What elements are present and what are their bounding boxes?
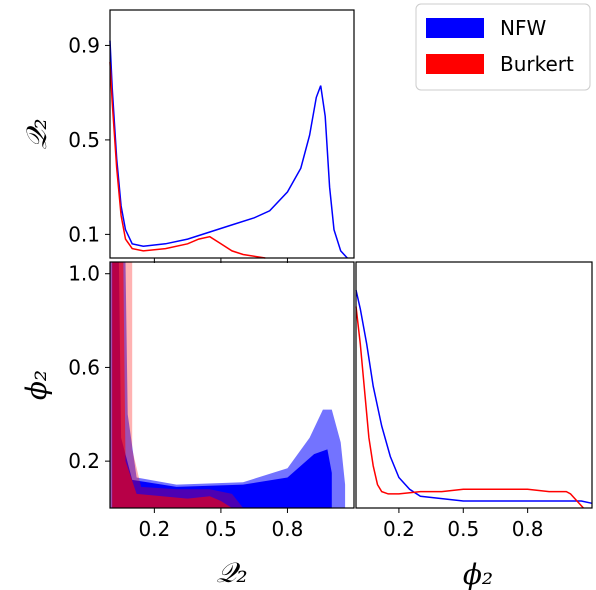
contour-frame: [109, 261, 355, 509]
x-tick-label: 0.5: [205, 517, 237, 541]
contour-burkert-level-0: [110, 262, 244, 508]
y-tick-label: 0.1: [68, 222, 100, 246]
q2-marginal-frame: [109, 9, 355, 259]
legend: NFW Burkert: [415, 3, 591, 91]
phi2-marginal-line-burkert: [355, 306, 584, 509]
q2-marginal-panel: 0.1 0.5 0.9 𝒬₂: [20, 9, 355, 263]
q2-marginal-line-burkert: [109, 61, 266, 259]
q2-marginal-line-nfw: [109, 40, 348, 259]
phi2-marginal-frame: [355, 261, 593, 509]
phi2-x-axis-title: ϕ₂: [463, 558, 493, 590]
contour-regions: [110, 262, 346, 508]
legend-swatch-burkert: [426, 54, 484, 74]
y-tick-label: 0.6: [68, 355, 100, 379]
phi2-marginal-line-nfw: [355, 289, 593, 505]
y-tick-label: 1.0: [68, 262, 100, 286]
x-tick-label: 0.2: [138, 517, 170, 541]
phi2-vs-q2-contour-panel: 0.2 0.6 1.0 0.2 0.5 0.8 𝒬₂ ϕ₂: [20, 261, 355, 589]
contour-x-axis-title: 𝒬₂: [216, 556, 247, 589]
y-tick-label: 0.9: [68, 33, 100, 57]
x-tick-label: 0.5: [447, 517, 479, 541]
y-tick-label: 0.5: [68, 128, 100, 152]
contour-y-axis-title: ϕ₂: [20, 370, 53, 400]
y-tick-label: 0.2: [68, 449, 100, 473]
legend-label-burkert: Burkert: [500, 52, 574, 76]
legend-label-nfw: NFW: [500, 16, 546, 40]
x-tick-label: 0.8: [512, 517, 544, 541]
x-tick-label: 0.2: [383, 517, 415, 541]
q2-axis-title: 𝒬₂: [20, 118, 53, 149]
phi2-marginal-panel: 0.2 0.5 0.8 ϕ₂: [355, 261, 593, 590]
contour-burkert-level-1: [112, 262, 232, 508]
legend-swatch-nfw: [426, 18, 484, 38]
x-tick-label: 0.8: [272, 517, 304, 541]
contour-nfw-level-1: [112, 262, 332, 508]
